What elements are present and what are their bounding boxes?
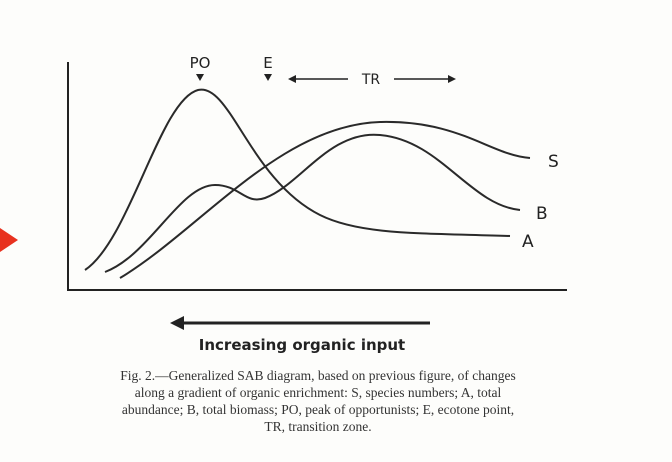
caption-line: Fig. 2.—Generalized SAB diagram, based o… xyxy=(120,368,516,383)
tr-arrowhead-right xyxy=(448,75,456,83)
s-label: S xyxy=(548,152,559,172)
axis-label: Increasing organic input xyxy=(199,336,405,354)
a-label: A xyxy=(522,232,534,252)
e-marker xyxy=(264,74,272,81)
po-label: PO xyxy=(190,54,211,72)
tr-label: TR xyxy=(361,72,381,88)
input-arrowhead xyxy=(170,316,184,330)
curve-b xyxy=(104,133,521,273)
tr-arrowhead-left xyxy=(288,75,296,83)
caption-line: along a gradient of organic enrichment: … xyxy=(135,385,502,400)
b-label: B xyxy=(536,204,548,224)
po-marker xyxy=(196,74,204,81)
caption-line: TR, transition zone. xyxy=(264,419,371,434)
e-label: E xyxy=(263,54,272,72)
curve-s xyxy=(119,120,531,279)
curve-a xyxy=(84,88,511,271)
caption-line: abundance; B, total biomass; PO, peak of… xyxy=(122,402,514,417)
pointer-arrow xyxy=(0,228,18,252)
